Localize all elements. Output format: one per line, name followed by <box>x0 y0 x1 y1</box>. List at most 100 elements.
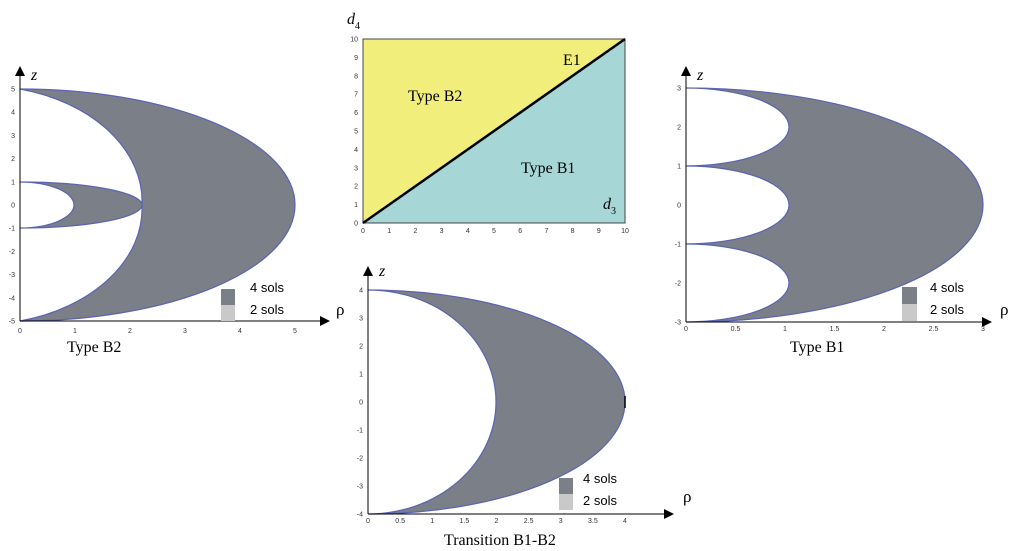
y-tick-label: 3 <box>354 165 358 172</box>
x-tick-label: 5 <box>293 328 297 335</box>
x-tick-labels: 0 0.5 1 1.5 2 2.5 3 <box>684 326 985 333</box>
four-sols-region <box>367 289 626 515</box>
x-tick-label: 3.5 <box>588 518 598 525</box>
x-tick-label: 1.5 <box>830 326 840 333</box>
y-tick-label: 2 <box>359 344 363 351</box>
x-tick-label: 0 <box>361 228 365 235</box>
plot-frame <box>362 38 626 224</box>
z-axis-label: z <box>696 67 704 84</box>
legend-four-label: 4 sols <box>250 280 284 295</box>
x-tick-label: 1.5 <box>460 518 470 525</box>
y-tick-label: 5 <box>354 129 358 136</box>
x-tick-label: 4 <box>623 518 627 525</box>
x-tick-label: 2.5 <box>929 326 939 333</box>
x-tick-labels: 0 1 2 3 4 5 6 7 8 9 10 <box>361 228 629 235</box>
y-tick-label: -3 <box>9 272 15 279</box>
y-tick-label: 8 <box>354 73 358 80</box>
y-tick-label: 4 <box>354 147 358 154</box>
rho-axis-label: ρ <box>1000 300 1008 319</box>
x-tick-label: 1 <box>387 228 391 235</box>
legend-swatch-four <box>902 287 917 304</box>
y-tick-label: -3 <box>357 484 363 491</box>
x-tick-label: 2 <box>128 328 132 335</box>
line-label-e1: E1 <box>563 52 581 69</box>
legend-swatch-two <box>221 305 235 321</box>
region-label-type-b2: Type B2 <box>408 88 462 105</box>
y-tick-label: 4 <box>359 288 363 295</box>
y-tick-label: 2 <box>354 184 358 191</box>
y-tick-label: 3 <box>677 86 681 93</box>
x-tick-label: 2 <box>413 228 417 235</box>
x-tick-label: 0.5 <box>395 518 405 525</box>
legend-swatch-two <box>559 494 573 510</box>
x-tick-label: 10 <box>621 228 629 235</box>
x-tick-label: 4 <box>238 328 242 335</box>
boundary-e1 <box>362 37 626 225</box>
x-tick-label: 1 <box>430 518 434 525</box>
y-tick-label: -2 <box>357 456 363 463</box>
y-tick-label: 7 <box>354 92 358 99</box>
four-sols-region <box>19 88 296 322</box>
y-tick-labels: 5 4 3 2 1 0 -1 -2 -3 -4 -5 <box>9 87 15 326</box>
y-tick-labels: 3 2 1 0 -1 -2 -3 <box>675 86 681 327</box>
x-tick-label: 2 <box>495 518 499 525</box>
x-tick-label: 1 <box>73 328 77 335</box>
panel-transition-b1-b2: 0 0.5 1 1.5 2 2.5 3 3.5 4 4 3 2 1 0 -1 -2 -3 -4 z ρ 4 so… <box>357 263 692 549</box>
y-tick-label: 1 <box>11 179 15 186</box>
x-tick-label: 0 <box>18 328 22 335</box>
panel-type-b2: 0 1 2 3 4 5 5 4 3 2 1 0 -1 -2 -3 -4 -5 z ρ 4 sols 2 sol… <box>9 66 344 356</box>
legend-two-label: 2 sols <box>583 493 617 508</box>
caption-transition: Transition B1-B2 <box>444 532 556 549</box>
x-tick-label: 3 <box>559 518 563 525</box>
rho-axis-label: ρ <box>336 300 344 319</box>
x-tick-label: 0.5 <box>731 326 741 333</box>
y-tick-label: -4 <box>357 512 363 519</box>
rho-axis-label: ρ <box>683 487 691 506</box>
x-tick-label: 6 <box>518 228 522 235</box>
y-tick-label: 3 <box>11 133 15 140</box>
y-tick-label: 2 <box>11 156 15 163</box>
legend-two-label: 2 sols <box>250 302 284 317</box>
x-tick-label: 3 <box>981 326 985 333</box>
four-sols-region <box>685 87 984 323</box>
z-axis-label: z <box>30 67 38 84</box>
legend-two-label: 2 sols <box>930 302 964 317</box>
y-tick-label: -1 <box>357 428 363 435</box>
y-tick-label: -2 <box>9 249 15 256</box>
y-tick-label: -2 <box>675 281 681 288</box>
y-tick-label: 1 <box>359 372 363 379</box>
legend-swatch-two <box>902 304 917 321</box>
x-tick-label: 1 <box>783 326 787 333</box>
y-tick-label: -5 <box>9 319 15 326</box>
y-tick-label: 10 <box>350 37 358 44</box>
y-tick-label: -4 <box>9 295 15 302</box>
z-axis-label: z <box>378 263 386 280</box>
x-axis-label-d3: d3 <box>603 196 616 217</box>
x-tick-labels: 0 1 2 3 4 5 <box>18 328 297 335</box>
legend-four-label: 4 sols <box>930 280 964 295</box>
y-tick-label: 0 <box>677 203 681 210</box>
x-tick-label: 7 <box>544 228 548 235</box>
x-tick-label: 3 <box>183 328 187 335</box>
y-tick-labels: 4 3 2 1 0 -1 -2 -3 -4 <box>357 288 363 519</box>
y-tick-label: 1 <box>354 202 358 209</box>
x-tick-label: 9 <box>597 228 601 235</box>
y-tick-label: 4 <box>11 110 15 117</box>
region-label-type-b1: Type B1 <box>521 160 575 177</box>
y-tick-label: -3 <box>675 320 681 327</box>
legend-swatch-four <box>221 289 235 305</box>
x-tick-label: 2 <box>882 326 886 333</box>
y-axis-label-d4: d4 <box>347 11 360 32</box>
panel-type-b1: 0 0.5 1 1.5 2 2.5 3 3 2 1 0 -1 -2 -3 z ρ 4 sols 2 so… <box>675 66 1008 356</box>
y-tick-label: 0 <box>11 203 15 210</box>
legend-four-label: 4 sols <box>583 471 617 486</box>
y-tick-label: -1 <box>675 242 681 249</box>
y-tick-label: -1 <box>9 226 15 233</box>
y-tick-label: 1 <box>677 164 681 171</box>
legend-swatch-four <box>559 478 573 494</box>
y-tick-label: 3 <box>359 316 363 323</box>
y-tick-label: 0 <box>354 221 358 228</box>
